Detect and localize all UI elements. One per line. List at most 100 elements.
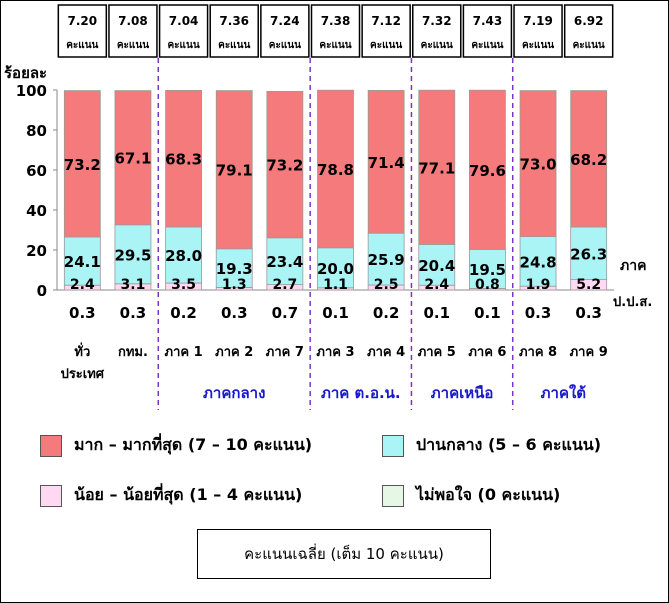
- data-label-medium: 19.3: [216, 260, 253, 278]
- data-label-low: 2.7: [272, 277, 297, 293]
- data-label-low: 2.5: [374, 277, 399, 293]
- average-value: 7.32: [422, 14, 452, 28]
- average-box: [361, 4, 411, 58]
- bottom-value: 0.2: [373, 304, 400, 322]
- data-label-medium: 28.0: [165, 247, 202, 265]
- bottom-value: 0.7: [272, 304, 299, 322]
- data-label-high: 79.6: [469, 162, 506, 180]
- pps-label: ป.ป.ส.: [613, 295, 652, 310]
- bar-segment-medium: [469, 248, 506, 289]
- bar-segment-high: [367, 90, 405, 234]
- bottom-value: 0.3: [221, 304, 248, 322]
- bar-segment-high: [266, 91, 304, 239]
- average-box: [462, 4, 513, 58]
- average-unit: คะแนน: [66, 40, 98, 51]
- data-label-high: 68.2: [570, 151, 607, 169]
- legend-item-high: มาก – มากที่สุด (7 – 10 คะแนน): [40, 433, 312, 458]
- average-value: 6.92: [574, 14, 604, 28]
- legend-swatch-medium: [382, 434, 404, 457]
- data-label-medium: 23.4: [266, 253, 303, 271]
- average-value: 7.04: [169, 14, 199, 28]
- data-label-high: 73.0: [520, 156, 557, 174]
- bar-segment-high: [165, 90, 202, 228]
- legend-swatch-none: [382, 484, 404, 507]
- data-label-low: 2.4: [70, 277, 95, 293]
- legend-label-high: มาก – มากที่สุด (7 – 10 คะแนน): [74, 435, 313, 454]
- average-unit: คะแนน: [167, 40, 199, 51]
- average-score-note: คะแนนเฉลี่ย (เต็ม 10 คะแนน): [197, 529, 491, 579]
- average-value: 7.24: [270, 14, 300, 28]
- bottom-value: 0.3: [525, 304, 552, 322]
- bar-segment-medium: [367, 232, 405, 286]
- average-box: [108, 4, 158, 58]
- average-unit: คะแนน: [522, 40, 554, 51]
- legend-item-medium: ปานกลาง (5 – 6 คะแนน): [382, 433, 601, 458]
- data-label-high: 67.1: [114, 150, 151, 168]
- data-label-low: 2.4: [424, 277, 449, 293]
- data-label-low: 5.2: [576, 277, 601, 293]
- average-unit: คะแนน: [573, 40, 605, 51]
- category-label: กทม.: [118, 345, 148, 360]
- category-label: ภาค 3: [316, 345, 354, 360]
- category-label: ภาค 2: [215, 345, 253, 360]
- average-box: [412, 4, 462, 58]
- data-label-medium: 26.3: [570, 245, 607, 263]
- bar-segment-high: [215, 90, 253, 250]
- bar-segment-medium: [418, 243, 456, 286]
- average-value: 7.19: [523, 14, 553, 28]
- average-score-note-text: คะแนนเฉลี่ย (เต็ม 10 คะแนน): [244, 545, 444, 563]
- data-label-low: 3.1: [121, 277, 146, 293]
- y-tick-label: 100: [16, 82, 47, 100]
- data-label-low: 1.1: [323, 277, 348, 293]
- data-label-high: 77.1: [418, 159, 455, 177]
- average-value: 7.36: [219, 14, 249, 28]
- average-unit: คะแนน: [269, 40, 301, 51]
- legend-item-none: ไม่พอใจ (0 คะแนน): [382, 483, 560, 508]
- data-label-medium: 29.5: [114, 246, 151, 264]
- bottom-value: 0.1: [322, 304, 349, 322]
- legend-label-medium: ปานกลาง (5 – 6 คะแนน): [416, 435, 602, 454]
- y-axis-title: ร้อยละ: [4, 64, 47, 82]
- average-unit: คะแนน: [319, 40, 351, 51]
- category-label: ทั่ว: [74, 342, 90, 360]
- average-unit: คะแนน: [370, 40, 402, 51]
- bar-segment-medium: [114, 224, 152, 285]
- category-label: ภาค 4: [367, 345, 405, 360]
- data-label-high: 78.8: [317, 161, 354, 179]
- category-label: ภาค 1: [165, 345, 203, 360]
- average-unit: คะแนน: [117, 40, 149, 51]
- group-label: ภาคใต้: [541, 384, 586, 402]
- average-unit: คะแนน: [218, 40, 250, 51]
- data-label-high: 79.1: [216, 162, 253, 180]
- category-label: ภาค 6: [468, 345, 506, 360]
- bar-segment-high: [570, 90, 608, 228]
- y-tick-label: 20: [26, 242, 47, 260]
- bar-segment-high: [469, 89, 506, 250]
- bottom-value: 0.1: [474, 304, 501, 322]
- average-box: [209, 4, 259, 58]
- y-tick-label: 40: [26, 202, 47, 220]
- average-value: 7.12: [371, 14, 401, 28]
- group-label: ภาค ต.อ.น.: [321, 384, 401, 402]
- bar-segment-high: [317, 89, 354, 249]
- category-label: ภาค 8: [519, 345, 557, 360]
- average-value: 7.20: [68, 14, 98, 28]
- group-label: ภาคกลาง: [203, 384, 265, 402]
- bar-segment-high: [63, 90, 101, 238]
- y-tick-label: 0: [37, 282, 47, 300]
- data-label-medium: 20.4: [418, 257, 455, 275]
- legend-item-low: น้อย – น้อยที่สุด (1 – 4 คะแนน): [40, 483, 302, 508]
- category-label: ภาค 9: [570, 345, 608, 360]
- average-value: 7.38: [321, 14, 351, 28]
- group-label: ภาคเหนือ: [431, 384, 494, 402]
- y-tick-label: 80: [26, 122, 47, 140]
- data-label-low: 1.3: [222, 277, 247, 293]
- data-label-high: 73.2: [266, 157, 303, 175]
- category-label: ภาค 5: [418, 345, 456, 360]
- data-label-medium: 24.1: [64, 253, 101, 271]
- legend-label-low: น้อย – น้อยที่สุด (1 – 4 คะแนน): [74, 485, 303, 504]
- data-label-medium: 19.5: [469, 261, 506, 279]
- bottom-value: 0.1: [423, 304, 450, 322]
- data-label-high: 71.4: [368, 154, 405, 172]
